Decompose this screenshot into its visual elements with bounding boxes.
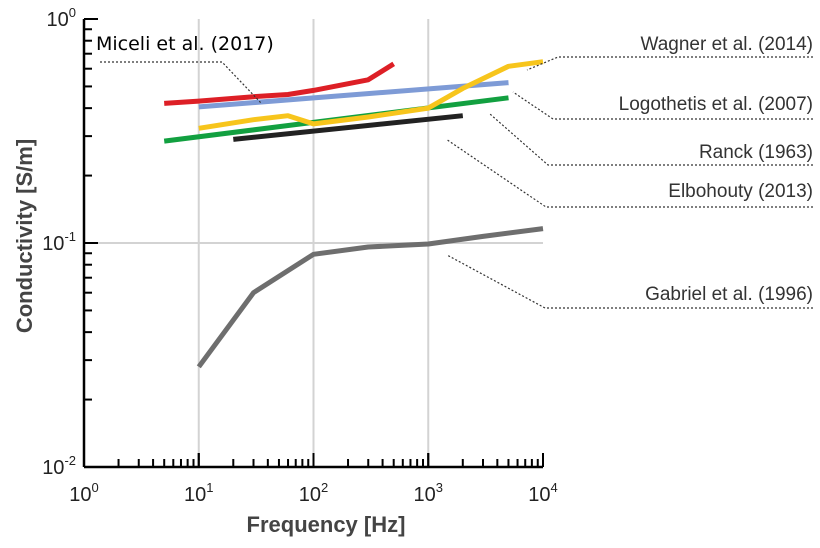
x-axis-title: Frequency [Hz] — [247, 512, 406, 537]
y-tick-label: 10-2 — [42, 453, 76, 479]
annotation-label-ranck-1963: Ranck (1963) — [699, 142, 813, 163]
y-tick-label: 100 — [47, 5, 76, 31]
annotation-leader-wagner-et-al-2014 — [526, 56, 813, 71]
annotation-leader-logothetis-et-al-2007 — [512, 91, 813, 120]
annotation-leader-gabriel-et-al-1996 — [446, 254, 813, 309]
annotation-leader-miceli-et-al-2017 — [100, 61, 263, 105]
annotations: Miceli et al. (2017) Wagner et al. (2014)… — [96, 33, 814, 309]
x-tick-label: 103 — [414, 480, 443, 506]
annotation-leader-elbohouty-2013 — [445, 138, 813, 208]
series-line-miceli-et-al-2017 — [164, 61, 396, 106]
series-line-logothetis-et-al-2007 — [198, 80, 509, 110]
annotation-label-miceli-et-al-2017: Miceli et al. (2017) — [96, 33, 274, 55]
data-series — [163, 59, 544, 369]
series-line-gabriel-et-al-1996 — [196, 226, 544, 369]
y-tick-label: 10-1 — [42, 229, 76, 255]
series-line-wagner-et-al-2014 — [198, 59, 544, 131]
annotation-label-elbohouty-2013: Elbohouty (2013) — [668, 181, 813, 202]
annotation-label-gabriel-et-al-1996: Gabriel et al. (1996) — [645, 284, 813, 305]
x-tick-label: 101 — [184, 480, 213, 506]
x-tick-label: 102 — [299, 480, 328, 506]
x-tick-label: 100 — [69, 480, 98, 506]
annotation-leader-ranck-1963 — [489, 113, 813, 166]
axes: 100 101 102 103 104 10-2 10-1 100 — [42, 5, 558, 506]
annotation-label-logothetis-et-al-2007: Logothetis et al. (2007) — [619, 94, 813, 115]
annotation-label-wagner-et-al-2014: Wagner et al. (2014) — [641, 34, 814, 55]
series-line-elbohouty-2013 — [233, 113, 464, 142]
y-axis-title: Conductivity [S/m] — [12, 139, 37, 333]
x-tick-label: 104 — [528, 480, 557, 506]
